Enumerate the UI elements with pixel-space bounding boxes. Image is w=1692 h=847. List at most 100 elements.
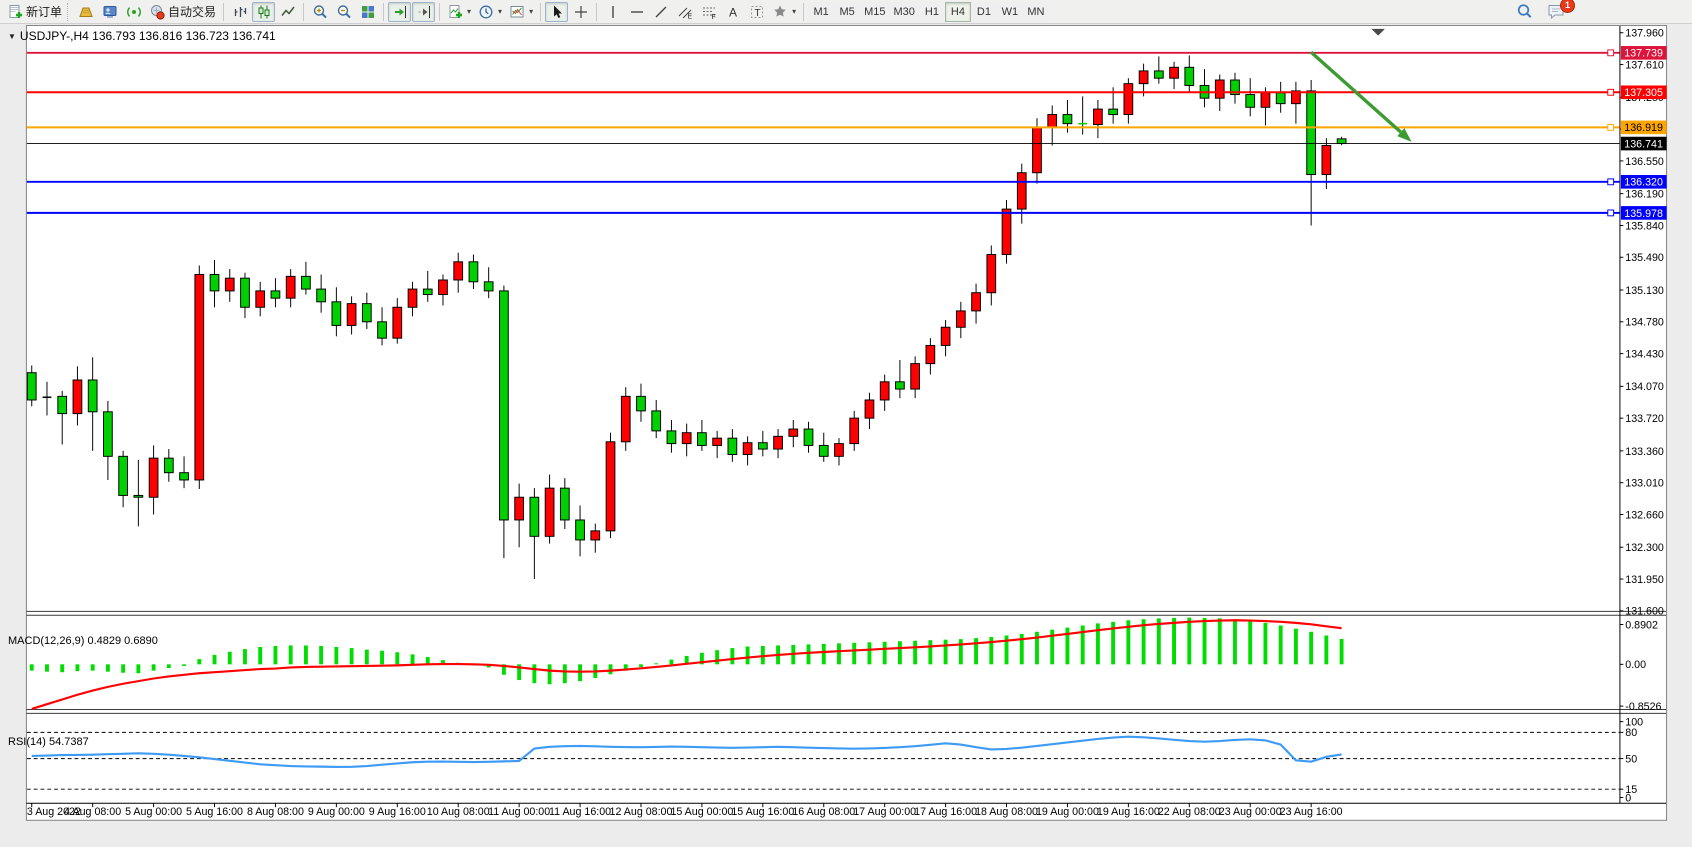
level-handle[interactable] <box>1607 178 1615 186</box>
svg-text:19 Aug 00:00: 19 Aug 00:00 <box>1036 806 1099 818</box>
trend-arrow[interactable] <box>1310 51 1412 142</box>
chart-shift-icon <box>418 5 430 18</box>
svg-text:135.840: 135.840 <box>1625 220 1664 232</box>
candles-chart-icon <box>258 5 270 18</box>
text-label-button[interactable]: T <box>745 2 768 22</box>
svg-text:9 Aug 00:00: 9 Aug 00:00 <box>308 806 365 818</box>
level-price-label <box>1620 46 1667 60</box>
auto-scroll-button[interactable] <box>388 1 412 22</box>
trendline-button[interactable] <box>649 2 672 22</box>
notification-badge: 1 <box>1560 0 1575 13</box>
svg-text:19 Aug 16:00: 19 Aug 16:00 <box>1097 806 1160 818</box>
timeframe-m5-button[interactable]: M5 <box>834 1 861 22</box>
toolbar-separator <box>596 2 598 21</box>
chart-shift-button[interactable] <box>412 1 436 22</box>
signals-button[interactable] <box>122 2 145 22</box>
equidistant-channel-button[interactable]: E <box>673 2 696 22</box>
autotrading-button[interactable]: 自动交易 <box>146 2 219 22</box>
level-handle[interactable] <box>1607 209 1615 217</box>
level-price-label <box>1620 120 1667 135</box>
svg-text:15 Aug 16:00: 15 Aug 16:00 <box>731 806 794 818</box>
svg-text:137.610: 137.610 <box>1625 59 1664 71</box>
shapes-button[interactable]: ▾ <box>769 2 799 22</box>
price-chart-canvas[interactable]: 137.960137.610137.250136.900136.550136.1… <box>0 24 1692 847</box>
indicators-button[interactable]: ▾ <box>444 2 474 22</box>
timeframe-w1-button[interactable]: W1 <box>996 1 1023 22</box>
svg-text:137.739: 137.739 <box>1624 48 1663 60</box>
chart-window[interactable]: 137.960137.610137.250136.900136.550136.1… <box>0 24 1692 847</box>
rsi-panel <box>26 731 1620 790</box>
svg-text:A: A <box>729 5 737 19</box>
timeframe-d1-button[interactable]: D1 <box>970 1 997 22</box>
text-icon: A <box>729 5 737 19</box>
svg-text:80: 80 <box>1625 727 1637 739</box>
search-icon <box>1517 4 1532 18</box>
svg-text:136.190: 136.190 <box>1625 189 1664 201</box>
zoom-in-button[interactable] <box>308 2 331 22</box>
chart-bars-mode-button[interactable] <box>228 2 251 22</box>
level-handle[interactable] <box>1607 123 1615 131</box>
toolbar-separator <box>303 2 305 21</box>
fibonacci-button[interactable]: F <box>697 2 720 22</box>
svg-text:137.960: 137.960 <box>1625 28 1664 40</box>
timeframe-h4-button[interactable]: H4 <box>944 1 971 22</box>
templates-button[interactable]: ▾ <box>506 2 536 22</box>
arrow-head <box>1397 128 1412 142</box>
svg-text:4 Aug 08:00: 4 Aug 08:00 <box>64 806 121 818</box>
tile-windows-button[interactable] <box>356 2 379 22</box>
profiles-button[interactable] <box>74 2 97 22</box>
chart-candles-mode-button[interactable] <box>252 1 276 22</box>
level-handle[interactable] <box>1607 88 1615 96</box>
timeframe-m15-button[interactable]: M15 <box>860 1 890 22</box>
svg-text:-0.8526: -0.8526 <box>1625 701 1661 713</box>
horizontal-line-icon <box>630 10 643 13</box>
clock-icon <box>479 5 493 18</box>
toolbar-separator <box>67 2 72 21</box>
cursor-button[interactable] <box>545 1 569 22</box>
chart-line-mode-button[interactable] <box>276 2 299 22</box>
symbol-dropdown-arrow-icon[interactable]: ▼ <box>8 31 16 41</box>
new-order-button[interactable]: 新订单 <box>4 2 65 22</box>
shapes-dropdown-caret: ▾ <box>792 7 797 16</box>
crosshair-button[interactable] <box>569 2 592 22</box>
panel-separators[interactable] <box>26 610 1667 714</box>
svg-text:50: 50 <box>1625 753 1637 765</box>
text-label-icon: T <box>750 5 763 19</box>
horizontal-line-button[interactable] <box>625 2 648 22</box>
zoom-out-button[interactable] <box>332 2 355 22</box>
svg-text:131.950: 131.950 <box>1625 574 1664 586</box>
periods-button[interactable]: ▾ <box>475 2 505 22</box>
level-handle[interactable] <box>1607 49 1615 57</box>
toolbar-right-group: 1 <box>1513 0 1575 22</box>
svg-text:E: E <box>687 13 692 20</box>
timeframe-h1-button[interactable]: H1 <box>918 1 945 22</box>
chart-shift-marker[interactable] <box>1371 28 1385 36</box>
toolbar-separator <box>223 2 225 21</box>
svg-text:0: 0 <box>1625 792 1631 804</box>
svg-text:137.305: 137.305 <box>1624 87 1663 99</box>
rsi-indicator-label: RSI(14) 54.7387 <box>8 736 89 748</box>
svg-text:132.660: 132.660 <box>1625 509 1664 521</box>
timeframe-mn-button[interactable]: MN <box>1022 1 1049 22</box>
current-price-label <box>1620 136 1667 151</box>
timeframe-toolbar: M1 M5 M15 M30 H1 H4 D1 W1 MN <box>808 1 1049 22</box>
level-price-label <box>1620 206 1667 220</box>
svg-text:23 Aug 16:00: 23 Aug 16:00 <box>1280 806 1343 818</box>
notifications-button[interactable]: 1 <box>1544 0 1575 22</box>
search-button[interactable] <box>1513 2 1536 22</box>
toolbar-separator <box>540 2 542 21</box>
svg-text:9 Aug 16:00: 9 Aug 16:00 <box>369 806 426 818</box>
new-order-icon <box>9 4 22 18</box>
templates-dropdown-caret: ▾ <box>529 7 534 16</box>
svg-text:11 Aug 16:00: 11 Aug 16:00 <box>549 806 611 818</box>
svg-text:134.430: 134.430 <box>1625 349 1664 361</box>
chart-title: ▼ USDJPY-,H4 136.793 136.816 136.723 136… <box>8 29 276 43</box>
svg-text:133.010: 133.010 <box>1625 478 1664 490</box>
timeframe-m1-button[interactable]: M1 <box>808 1 835 22</box>
terminal-button[interactable] <box>98 2 121 22</box>
text-button[interactable]: A <box>721 2 744 22</box>
vertical-line-button[interactable] <box>601 2 624 22</box>
timeframe-m30-button[interactable]: M30 <box>889 1 919 22</box>
price-labels: 137.739 137.305 136.919 136.320 135.978 136.7… <box>1620 46 1667 220</box>
